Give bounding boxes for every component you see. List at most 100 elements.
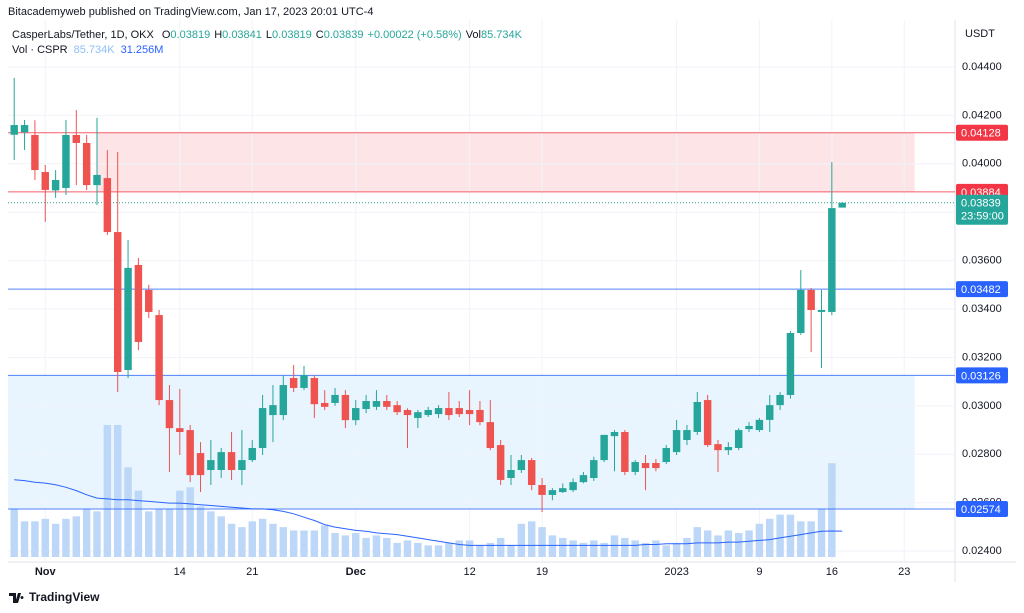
candle-body — [258, 408, 267, 448]
level-label: 0.03126 — [961, 370, 1001, 382]
candle-body — [434, 408, 443, 415]
candle-body — [786, 332, 795, 395]
candle-body — [248, 447, 256, 461]
x-tick-label: 9 — [756, 566, 762, 578]
candle-body — [600, 434, 608, 461]
volume-bar — [372, 535, 381, 557]
volume-bar — [134, 490, 143, 557]
volume-bar — [238, 527, 246, 557]
volume-ma-line — [14, 479, 843, 546]
volume-bar — [217, 516, 225, 557]
candle-body — [238, 460, 246, 471]
candle-body — [186, 430, 194, 476]
volume-bar — [62, 518, 70, 557]
x-tick-label: 16 — [826, 566, 838, 578]
volume-bar — [486, 542, 495, 557]
volume-bar — [807, 521, 815, 557]
candle-body — [51, 180, 60, 191]
candle-body — [300, 375, 308, 388]
candle-body — [134, 264, 143, 342]
candle-body — [724, 447, 733, 451]
legend-value: 0.03841 — [222, 29, 262, 41]
volume-bar — [341, 535, 350, 557]
y-tick-label: 0.02400 — [962, 545, 1002, 557]
candle-body — [465, 409, 474, 415]
volume-bar — [165, 508, 174, 557]
volume-bar — [745, 530, 753, 557]
volume-bar — [51, 523, 60, 557]
volume-bar — [320, 525, 329, 557]
volume-bar — [569, 540, 577, 557]
y-tick-label: 0.03600 — [962, 255, 1002, 267]
volume-bar — [672, 542, 681, 557]
y-tick-label: 0.03200 — [962, 351, 1002, 363]
candle-body — [269, 405, 277, 416]
candle-body — [590, 460, 598, 479]
candle-body — [828, 208, 836, 312]
candle-body — [703, 400, 712, 446]
volume-bar — [610, 535, 619, 557]
candle-body — [352, 408, 360, 421]
volume-bar — [776, 514, 784, 557]
volume-bar — [817, 508, 826, 557]
volume-bar — [72, 516, 81, 557]
legend-change: +0.00022 (+0.58%) — [368, 29, 462, 41]
currency: USDT — [965, 28, 995, 40]
candle-body — [279, 385, 288, 416]
candle-body — [807, 289, 815, 311]
volume-bar — [31, 521, 39, 557]
candle-body — [486, 422, 495, 448]
candle-body — [662, 447, 670, 463]
candle-body — [176, 428, 184, 433]
level-label-bg — [956, 124, 1008, 141]
candle-body — [672, 430, 681, 453]
zone — [97, 132, 915, 192]
candle-body — [362, 401, 370, 410]
candle-body — [496, 445, 505, 480]
candle-body — [113, 232, 122, 372]
candle-body — [683, 430, 691, 440]
volume-bar — [445, 542, 453, 557]
candle-body — [755, 419, 764, 431]
candle-body — [538, 485, 546, 495]
candle-body — [93, 174, 101, 186]
candle-body — [776, 394, 784, 406]
volume-bar — [652, 540, 660, 557]
volume-bar — [797, 521, 805, 557]
candle-body — [207, 460, 215, 471]
candle-body — [455, 408, 463, 415]
candle-body — [341, 394, 350, 421]
candle-body — [745, 425, 753, 430]
volume-bar — [352, 532, 360, 557]
candle-body — [766, 405, 774, 420]
y-tick-label: 0.04200 — [962, 109, 1002, 121]
legend-prefix: O — [162, 29, 171, 41]
legend-title: CasperLabs/Tether, 1D, OKX — [12, 29, 155, 41]
y-tick-label: 0.03000 — [962, 400, 1002, 412]
volume-bar — [227, 523, 236, 557]
candle-body — [527, 460, 536, 486]
legend-value: 0.03839 — [324, 29, 364, 41]
y-tick-label: 0.04400 — [962, 61, 1002, 73]
volume-bar — [538, 527, 546, 557]
volume-bar — [641, 542, 650, 557]
volume-bar — [548, 535, 557, 557]
candle-body — [476, 409, 484, 423]
volume-bar — [734, 532, 743, 557]
legend-prefix: Vol — [466, 29, 481, 41]
candle-body — [403, 409, 412, 416]
x-tick-label: 2023 — [664, 566, 688, 578]
volume-bar — [196, 506, 205, 557]
volume-bar — [590, 540, 598, 557]
volume-legend-title: Vol · CSPR — [12, 44, 68, 56]
volume-bar — [403, 540, 412, 557]
candle-body — [31, 134, 39, 171]
candle-body — [227, 452, 236, 471]
volume-bar — [20, 521, 29, 557]
volume-bar — [703, 530, 712, 557]
header: Bitacademyweb published on TradingView.c… — [8, 6, 373, 18]
legend: CasperLabs/Tether, 1D, OKX O0.03819 H0.038… — [12, 29, 523, 41]
x-tick-label: Nov — [35, 566, 57, 578]
volume-bar — [124, 467, 132, 557]
volume-bar — [82, 508, 91, 557]
